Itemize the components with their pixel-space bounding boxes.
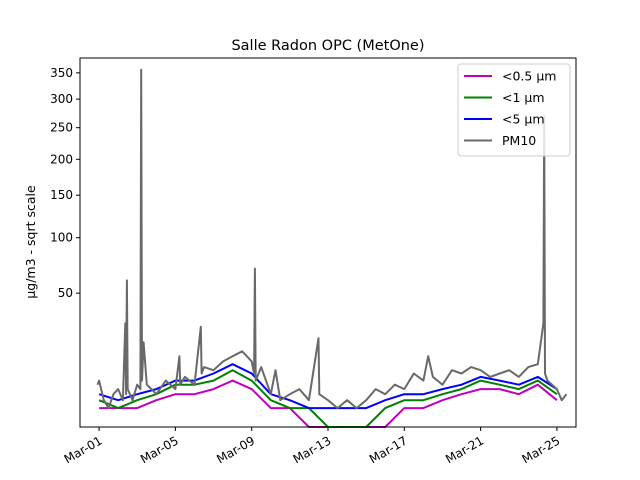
y-tick-label: 100 bbox=[50, 231, 73, 245]
y-tick-label: 250 bbox=[50, 121, 73, 135]
chart-title: Salle Radon OPC (MetOne) bbox=[231, 38, 424, 54]
y-tick-label: 200 bbox=[50, 152, 73, 166]
legend-label-3: PM10 bbox=[502, 133, 536, 148]
y-tick-label: 50 bbox=[58, 286, 73, 300]
series-line-3 bbox=[96, 68, 568, 410]
legend-label-2: <5 µm bbox=[502, 112, 545, 127]
y-tick-label: 300 bbox=[50, 92, 73, 106]
y-tick-label: 150 bbox=[50, 188, 73, 202]
y-axis-label: µg/m3 - sqrt scale bbox=[23, 185, 38, 299]
legend: <0.5 µm <1 µm <5 µm PM10 bbox=[457, 63, 571, 157]
legend-label-0: <0.5 µm bbox=[502, 69, 556, 84]
legend-box bbox=[457, 63, 571, 157]
series-line-2 bbox=[98, 363, 558, 410]
y-tick-label: 350 bbox=[50, 66, 73, 80]
legend-label-1: <1 µm bbox=[502, 90, 545, 105]
